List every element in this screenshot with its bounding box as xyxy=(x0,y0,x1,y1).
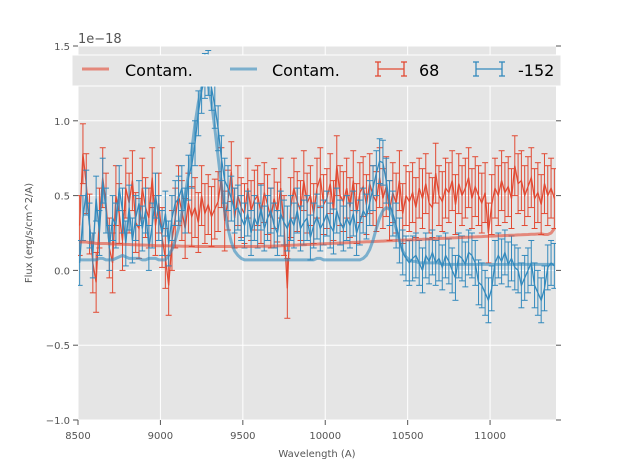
y-offset-text: 1e−18 xyxy=(78,32,122,47)
legend-label-minus152: -152 xyxy=(518,61,554,80)
y-tick-label: 1.0 xyxy=(54,117,70,128)
legend-entry-contam-blue: Contam. xyxy=(230,61,340,80)
legend-entry-contam-red: Contam. xyxy=(82,61,193,80)
legend-label-contam-blue: Contam. xyxy=(272,61,340,80)
legend-errorbar-icon-blue xyxy=(473,61,505,77)
legend-entry-68: 68 xyxy=(375,61,439,80)
legend-label-68: 68 xyxy=(419,61,439,80)
series-1-contam-line xyxy=(79,78,555,266)
y-tick-label: 0.0 xyxy=(54,266,70,277)
x-tick-label: 9500 xyxy=(230,431,255,442)
contam-line xyxy=(79,227,556,248)
x-tick-label: 9000 xyxy=(148,431,173,442)
y-tick-label: 1.5 xyxy=(54,42,70,53)
x-axis-label: Wavelength (A) xyxy=(278,449,355,460)
y-axis-label: Flux (erg/s/cm^2/A) xyxy=(24,183,35,283)
y-tick-label: −0.5 xyxy=(46,341,70,352)
x-tick-label: 8500 xyxy=(65,431,90,442)
series-0-contam-line xyxy=(79,227,556,248)
y-tick-label: −1.0 xyxy=(46,416,70,427)
legend: Contam. Contam. 68 xyxy=(71,54,562,87)
contam-line xyxy=(79,78,555,266)
legend-frame xyxy=(71,54,562,87)
y-tick-label: 0.5 xyxy=(54,192,70,203)
x-tick-label: 10500 xyxy=(392,431,424,442)
legend-entry-minus152: -152 xyxy=(473,61,554,80)
x-tick-label: 11000 xyxy=(474,431,506,442)
legend-label-contam-red: Contam. xyxy=(125,61,193,80)
series-layer xyxy=(78,49,556,324)
legend-errorbar-icon-red xyxy=(375,61,407,77)
x-tick-label: 10000 xyxy=(309,431,341,442)
axis-ticks: 8500 9000 9500 10000 10500 11000 −1.0 −0.5 0.0 0.… xyxy=(46,42,561,442)
